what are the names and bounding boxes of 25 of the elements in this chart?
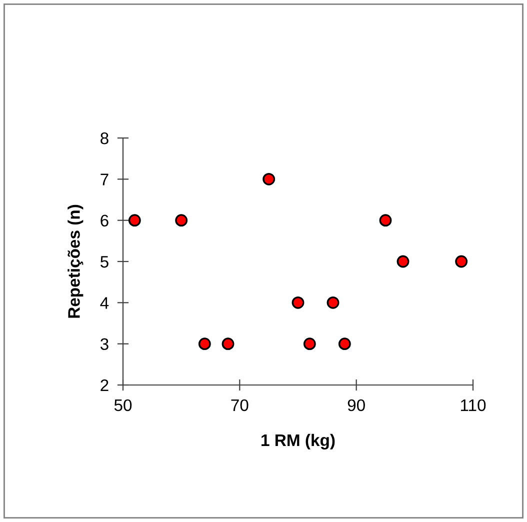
x-tick-label: 90 (348, 399, 365, 412)
x-axis-title: 1 RM (kg) (262, 434, 335, 450)
point (396, 255, 410, 268)
y-tick-label: 2 (100, 379, 108, 392)
point (128, 214, 141, 227)
y-tick-label: 7 (100, 174, 108, 186)
point (222, 338, 234, 350)
x-tick-label: 50 (114, 399, 132, 412)
point (379, 214, 392, 227)
x-tick-label: 70 (231, 399, 248, 412)
point (326, 296, 340, 309)
y-tick-label: 8 (100, 132, 108, 144)
y-tick-label: 6 (100, 214, 108, 227)
y-tick-label: 4 (100, 297, 109, 309)
point (303, 338, 316, 350)
point (262, 172, 276, 186)
point (198, 338, 211, 350)
y-tick-label: 3 (100, 338, 108, 350)
y-axis-title: Repetições (n) (68, 204, 84, 318)
x-tick-label: 110 (460, 399, 486, 412)
point (338, 338, 351, 350)
point (455, 255, 468, 268)
point (175, 214, 188, 227)
point (292, 296, 304, 309)
y-tick-label: 5 (100, 256, 108, 268)
